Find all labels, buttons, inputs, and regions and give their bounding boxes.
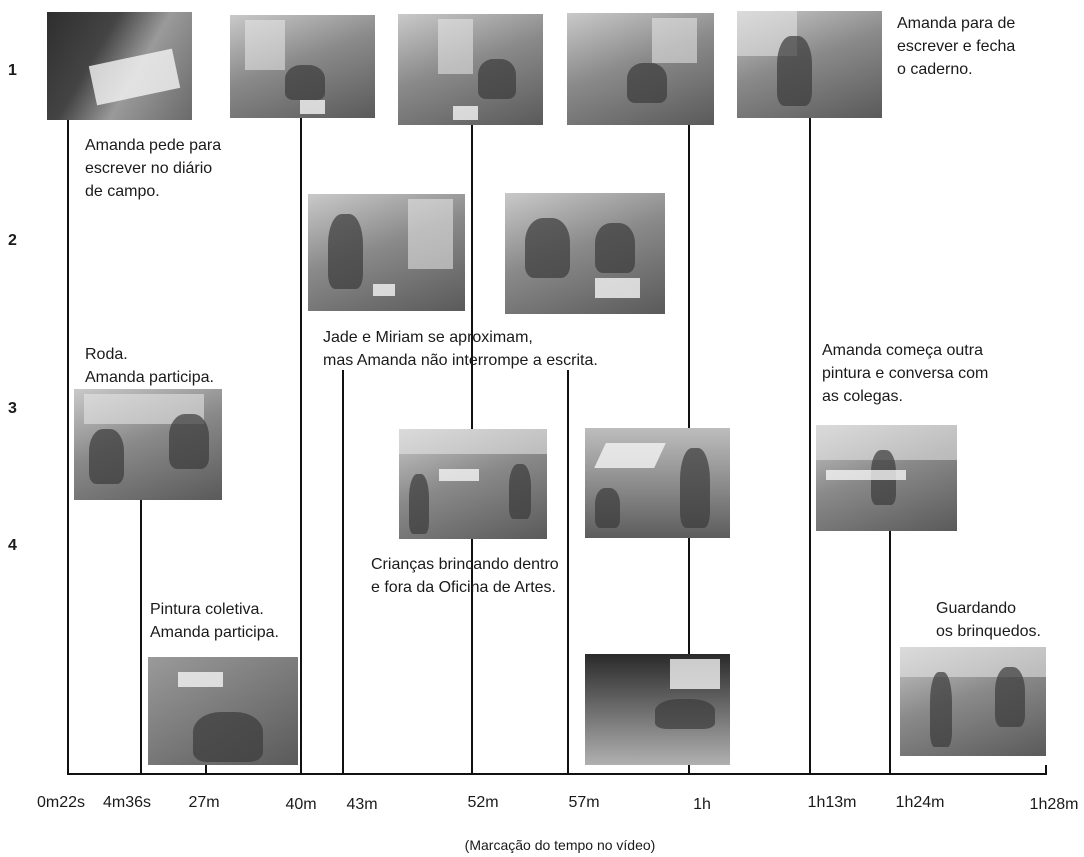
timeline-marker-line [1045, 765, 1047, 775]
event-caption: Roda. Amanda participa. [85, 346, 214, 386]
time-tick-label: 4m36s [102, 794, 152, 811]
video-frame-photo [148, 657, 298, 765]
timeline-marker-line [567, 370, 569, 775]
event-caption: Amanda começa outra pintura e conversa c… [822, 342, 989, 405]
event-caption: Guardando os brinquedos. [936, 600, 1041, 640]
time-tick-label: 43m [346, 796, 378, 813]
video-frame-photo [74, 389, 222, 500]
video-frame-photo [585, 654, 730, 765]
time-tick-label: 57m [568, 794, 600, 811]
timeline-marker-line [300, 118, 302, 775]
timeline-marker-line [205, 765, 207, 775]
time-tick-label: 1h24m [895, 794, 945, 811]
time-tick-label: 1h28m [1029, 796, 1079, 813]
event-caption: Amanda pede para escrever no diário de c… [85, 137, 222, 200]
row-label-1: 1 [8, 62, 17, 79]
event-caption: Crianças brincando dentro e fora da Ofic… [371, 556, 559, 596]
time-tick-label: 52m [467, 794, 499, 811]
video-frame-photo [900, 647, 1046, 756]
event-caption: Amanda para de escrever e fecha o cadern… [897, 15, 1016, 78]
row-label-2: 2 [8, 232, 17, 249]
time-tick-label: 1h [693, 796, 711, 813]
time-tick-label: 1h13m [807, 794, 857, 811]
video-frame-photo [737, 11, 882, 118]
timeline-marker-line [809, 118, 811, 775]
time-axis [67, 773, 1047, 775]
axis-footnote: (Marcação do tempo no vídeo) [464, 837, 656, 853]
timeline-marker-line [342, 370, 344, 775]
video-frame-photo [398, 14, 543, 125]
video-frame-photo [505, 193, 665, 314]
video-frame-photo [308, 194, 465, 311]
time-tick-label: 40m [285, 796, 317, 813]
video-frame-photo [47, 12, 192, 120]
event-caption: Jade e Miriam se aproximam, mas Amanda n… [323, 329, 598, 369]
time-tick-label: 27m [188, 794, 220, 811]
row-label-4: 4 [8, 537, 17, 554]
timeline-marker-line [140, 500, 142, 775]
timeline-marker-line [67, 120, 69, 775]
video-frame-photo [399, 429, 547, 539]
event-caption: Pintura coletiva. Amanda participa. [150, 601, 279, 641]
time-tick-label: 0m22s [36, 794, 86, 811]
video-frame-photo [567, 13, 714, 125]
video-frame-photo [816, 425, 957, 531]
video-frame-photo [230, 15, 375, 118]
video-frame-photo [585, 428, 730, 538]
row-label-3: 3 [8, 400, 17, 417]
timeline-marker-line [889, 530, 891, 775]
